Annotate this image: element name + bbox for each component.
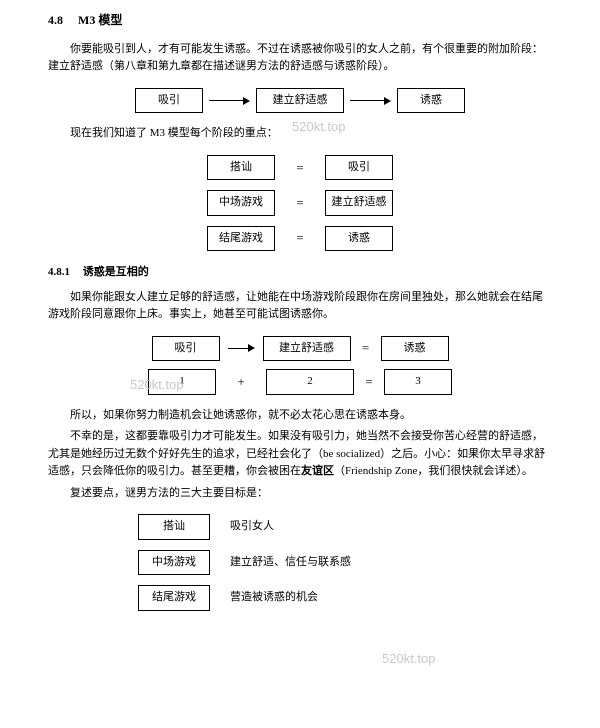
intro-paragraph-2: 现在我们知道了 M3 模型每个阶段的重点： <box>48 125 552 143</box>
section-name: M3 模型 <box>78 13 122 27</box>
goal-box-2: 结尾游戏 <box>138 585 210 610</box>
equals-sign: = <box>293 159 307 177</box>
plus-sign: + <box>224 373 258 391</box>
flow2-box-seduce: 诱惑 <box>381 336 449 361</box>
watermark-3: 520kt.top <box>382 650 436 668</box>
goal-box-1: 中场游戏 <box>138 550 210 575</box>
goal-row: 中场游戏 建立舒适、信任与联系感 <box>138 550 351 575</box>
mapping-stack: 搭讪 = 吸引 中场游戏 = 建立舒适感 结尾游戏 = 诱惑 <box>48 155 552 251</box>
subsection-name: 诱惑是互相的 <box>83 266 149 278</box>
equals-sign: = <box>293 194 307 212</box>
arrow-icon <box>350 97 391 105</box>
goals-list: 搭讪 吸引女人 中场游戏 建立舒适、信任与联系感 结尾游戏 营造被诱惑的机会 <box>138 514 552 610</box>
map-right-2: 诱惑 <box>325 226 393 251</box>
goal-box-0: 搭讪 <box>138 514 210 539</box>
goal-text-0: 吸引女人 <box>230 519 274 534</box>
map-row: 搭讪 = 吸引 <box>207 155 393 180</box>
map-right-0: 吸引 <box>325 155 393 180</box>
flow2-box-comfort: 建立舒适感 <box>263 336 351 361</box>
flow2-box-attract: 吸引 <box>152 336 220 361</box>
equals-sign: = <box>362 373 376 391</box>
map-right-1: 建立舒适感 <box>325 190 393 215</box>
paragraph-summary: 复述要点，谜男方法的三大主要目标是： <box>48 485 552 503</box>
arrow-icon <box>228 344 255 352</box>
goal-text-2: 营造被诱惑的机会 <box>230 590 318 605</box>
goal-row: 结尾游戏 营造被诱惑的机会 <box>138 585 318 610</box>
section-number: 4.8 <box>48 13 63 27</box>
subsection-number: 4.8.1 <box>48 266 70 278</box>
arrow-icon <box>209 97 250 105</box>
goal-text-1: 建立舒适、信任与联系感 <box>230 555 351 570</box>
flow1-box-seduce: 诱惑 <box>397 88 465 113</box>
paragraph-mutual: 如果你能跟女人建立足够的舒适感，让她能在中场游戏阶段跟你在房间里独处，那么她就会… <box>48 289 552 324</box>
flow-diagram-2: 吸引 建立舒适感 = 诱惑 1 + 2 = 3 <box>48 336 552 395</box>
map-left-2: 结尾游戏 <box>207 226 275 251</box>
section-title: 4.8 M3 模型 <box>48 12 552 29</box>
friendship-zone-bold: 友谊区 <box>301 465 334 477</box>
intro-paragraph-1: 你要能吸引到人，才有可能发生诱惑。不过在诱惑被你吸引的女人之前，有个很重要的附加… <box>48 41 552 76</box>
map-row: 中场游戏 = 建立舒适感 <box>207 190 393 215</box>
map-row: 结尾游戏 = 诱惑 <box>207 226 393 251</box>
flow2-num-3: 3 <box>384 369 452 394</box>
equals-sign: = <box>359 339 373 357</box>
flow2-num-2: 2 <box>266 369 354 394</box>
paragraph-friendship-zone: 不幸的是，这都要靠吸引力才可能发生。如果没有吸引力，她当然不会接受你苦心经营的舒… <box>48 428 552 481</box>
flow2-num-1: 1 <box>148 369 216 394</box>
flow1-box-comfort: 建立舒适感 <box>256 88 344 113</box>
map-left-0: 搭讪 <box>207 155 275 180</box>
equals-sign: = <box>293 229 307 247</box>
paragraph-effort: 所以，如果你努力制造机会让她诱惑你，就不必太花心思在诱惑本身。 <box>48 407 552 425</box>
para4-part3: （Friendship Zone，我们很快就会详述）。 <box>334 465 533 477</box>
flow-diagram-1: 吸引 建立舒适感 诱惑 <box>48 88 552 113</box>
map-left-1: 中场游戏 <box>207 190 275 215</box>
goal-row: 搭讪 吸引女人 <box>138 514 274 539</box>
subsection-title: 4.8.1 诱惑是互相的 <box>48 265 552 280</box>
flow1-box-attract: 吸引 <box>135 88 203 113</box>
